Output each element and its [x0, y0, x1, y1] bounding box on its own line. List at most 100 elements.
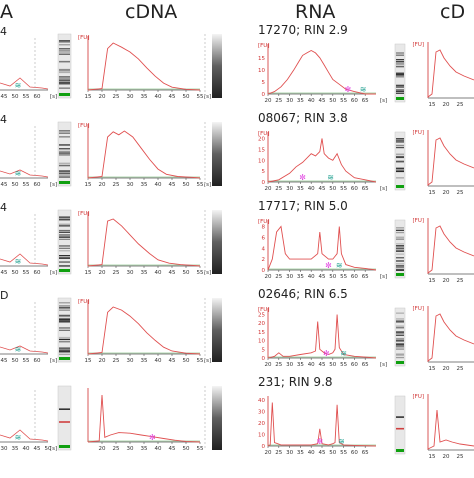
y-unit-label: [FU] — [78, 299, 89, 305]
gel-band — [396, 334, 404, 336]
gel-band — [59, 421, 70, 423]
y-unit-label: [FU] — [413, 130, 424, 136]
left-sample-label: D — [0, 289, 8, 302]
x-tick-label: 20 — [99, 182, 106, 188]
gel-ladder-marker — [396, 97, 404, 100]
gel-band — [396, 161, 404, 163]
peak-marker: ≋ — [360, 85, 367, 94]
x-tick-label: 15 — [85, 94, 92, 100]
gel-band — [396, 138, 404, 140]
x-tick-label: 50 — [12, 270, 19, 276]
right-cdna-panel: [FU] 15 20 25 — [413, 130, 474, 196]
x-tick-label: 25 — [275, 98, 282, 104]
x-tick-label: 50 — [183, 446, 190, 452]
peak-marker: ✼ — [299, 173, 306, 182]
gel-band — [396, 89, 404, 91]
x-tick-label: 50 — [12, 182, 19, 188]
data-trace — [427, 313, 474, 362]
left-sample-label: 4 — [0, 201, 7, 214]
x-tick-label: 20 — [443, 190, 450, 196]
electropherogram: 15 20 25 30 35 40 45 50 55 [s] [FU] — [78, 35, 211, 100]
x-tick-label: 15 — [429, 366, 436, 372]
x-tick-label: 55 — [340, 98, 347, 104]
x-unit-label: [s] — [204, 358, 211, 364]
gel-band — [59, 79, 70, 81]
gel-band — [396, 354, 404, 356]
gel-lane — [57, 385, 72, 451]
left-rna-panel: 4 45 50 55 60 [s] ≋ — [0, 201, 57, 276]
x-tick-label: 40 — [308, 362, 315, 368]
peak-marker: ≋ — [15, 169, 22, 178]
x-tick-label: 15 — [429, 278, 436, 284]
x-tick-label: 60 — [351, 186, 358, 192]
x-tick-label: 45 — [319, 98, 326, 104]
x-tick-label: 65 — [362, 186, 369, 192]
gel-band — [396, 332, 404, 334]
gel-ladder-marker — [396, 361, 404, 364]
gel-band — [396, 153, 404, 155]
x-unit-label: [s] — [50, 182, 57, 188]
x-tick-label: 15 — [429, 102, 436, 108]
gel-band — [59, 41, 70, 43]
gel-band — [59, 176, 70, 178]
gel-band — [59, 341, 70, 343]
y-tick-label: 10 — [258, 158, 265, 164]
x-tick-label: 65 — [362, 362, 369, 368]
gel-band — [396, 227, 404, 229]
gel-band — [59, 153, 70, 155]
y-tick-label: 5 — [262, 347, 266, 353]
x-tick-label: 20 — [443, 278, 450, 284]
x-unit-label: [s] — [380, 186, 387, 192]
x-tick-label: 55 — [340, 186, 347, 192]
gel-lane-background — [57, 385, 72, 451]
gel-band — [396, 92, 404, 94]
gel-band — [396, 140, 404, 142]
gel-band — [59, 53, 70, 55]
peak-marker: ≋ — [15, 345, 22, 354]
gel-band — [59, 235, 70, 237]
electropherogram: 20 25 30 35 40 45 50 55 ✼ — [87, 388, 204, 452]
electropherogram: 15 20 25 30 35 40 45 50 55 [s] [FU] — [78, 299, 211, 364]
gel-band — [396, 75, 404, 77]
y-tick-label: 20 — [258, 321, 265, 327]
x-tick-label: 30 — [1, 446, 8, 452]
gel-band — [396, 160, 404, 162]
x-tick-label: 25 — [275, 450, 282, 456]
gel-band — [59, 329, 70, 331]
gel-band — [59, 151, 70, 153]
gel-band — [396, 52, 404, 54]
gel-band — [59, 77, 70, 80]
x-tick-label: 45 — [319, 450, 326, 456]
data-trace — [427, 137, 474, 186]
gel-band — [59, 40, 70, 42]
gel-band — [396, 74, 404, 76]
x-tick-label: 25 — [457, 102, 464, 108]
x-unit-label: [s] — [50, 94, 57, 100]
right-cdna-panel: [FU] 15 20 25 — [413, 394, 474, 460]
gel-lane-background — [394, 307, 406, 367]
y-tick-label: 8 — [262, 225, 266, 231]
y-unit-label: [FU] — [258, 43, 269, 49]
x-tick-label: 50 — [329, 274, 336, 280]
peak-marker: ≋ — [338, 437, 345, 446]
gel-band — [396, 327, 404, 329]
gel-band — [59, 171, 70, 173]
gel-band — [396, 84, 404, 86]
x-tick-label: 20 — [265, 186, 272, 192]
x-tick-label: 35 — [297, 98, 304, 104]
gel-band — [396, 229, 404, 231]
x-tick-label: 50 — [45, 446, 52, 452]
x-tick-label: 30 — [286, 362, 293, 368]
electropherogram: 15 20 25 30 35 40 45 50 55 [s] [FU] — [78, 123, 211, 188]
x-tick-label: 40 — [155, 94, 162, 100]
data-trace — [87, 306, 201, 355]
gel-band — [396, 343, 404, 345]
y-tick-label: 0 — [262, 356, 266, 362]
data-trace — [0, 253, 49, 266]
gel-band — [59, 174, 70, 177]
gel-ladder-marker — [396, 273, 404, 276]
peak-marker: ✼ — [316, 437, 323, 446]
